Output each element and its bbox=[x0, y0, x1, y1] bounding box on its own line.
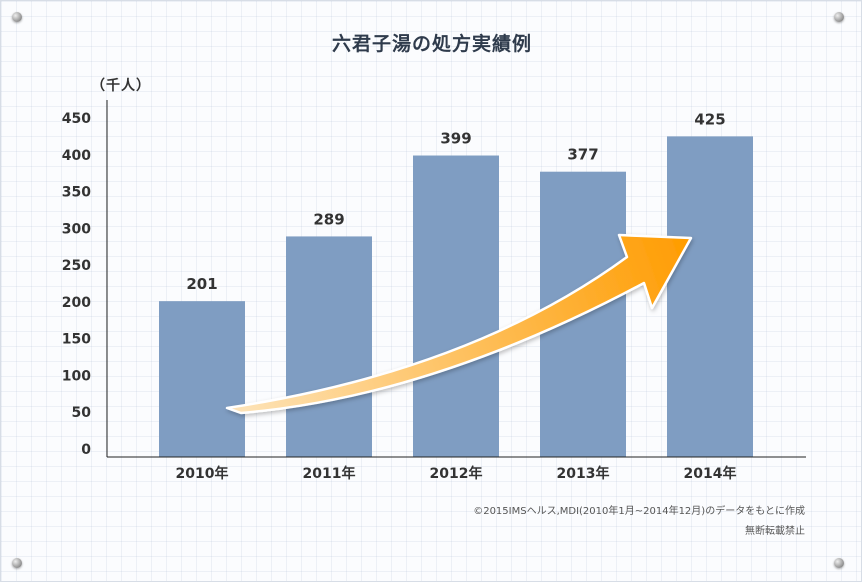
trend-arrow bbox=[225, 233, 693, 415]
data-label: 201 bbox=[186, 275, 217, 293]
data-label: 425 bbox=[694, 110, 725, 128]
bar-2010年 bbox=[159, 301, 245, 457]
y-tick-label: 300 bbox=[62, 221, 91, 237]
x-tick-label: 2014年 bbox=[684, 465, 737, 482]
x-tick-label: 2011年 bbox=[303, 465, 356, 482]
y-tick-label: 350 bbox=[62, 185, 91, 201]
pin-icon bbox=[834, 12, 844, 22]
y-tick-label: 0 bbox=[81, 442, 91, 458]
data-label: 377 bbox=[567, 146, 598, 164]
y-tick-label: 450 bbox=[62, 111, 91, 127]
pin-icon bbox=[834, 558, 844, 568]
bar-2011年 bbox=[286, 236, 372, 457]
y-tick-label: 100 bbox=[62, 368, 91, 384]
x-tick-label: 2013年 bbox=[557, 465, 610, 482]
y-tick-label: 200 bbox=[62, 295, 91, 311]
source-note: ©2015IMSヘルス,MDI(2010年1月~2014年12月)のデータをもと… bbox=[473, 506, 805, 517]
pin-icon bbox=[12, 558, 22, 568]
bar-2014年 bbox=[667, 136, 753, 457]
copyright-notice: 無断転載禁止 bbox=[745, 526, 805, 537]
x-tick-label: 2010年 bbox=[176, 465, 229, 482]
bar-2012年 bbox=[413, 155, 499, 457]
y-axis-unit-label: （千人） bbox=[91, 78, 151, 94]
y-tick-label: 150 bbox=[62, 332, 91, 348]
y-tick-label: 400 bbox=[62, 148, 91, 164]
chart-title: 六君子湯の処方実績例 bbox=[331, 33, 532, 55]
data-label: 399 bbox=[440, 130, 471, 148]
y-tick-label: 250 bbox=[62, 258, 91, 274]
data-label: 289 bbox=[313, 210, 344, 228]
pin-icon bbox=[12, 12, 22, 22]
x-tick-label: 2012年 bbox=[430, 465, 483, 482]
y-tick-label: 50 bbox=[72, 405, 92, 421]
